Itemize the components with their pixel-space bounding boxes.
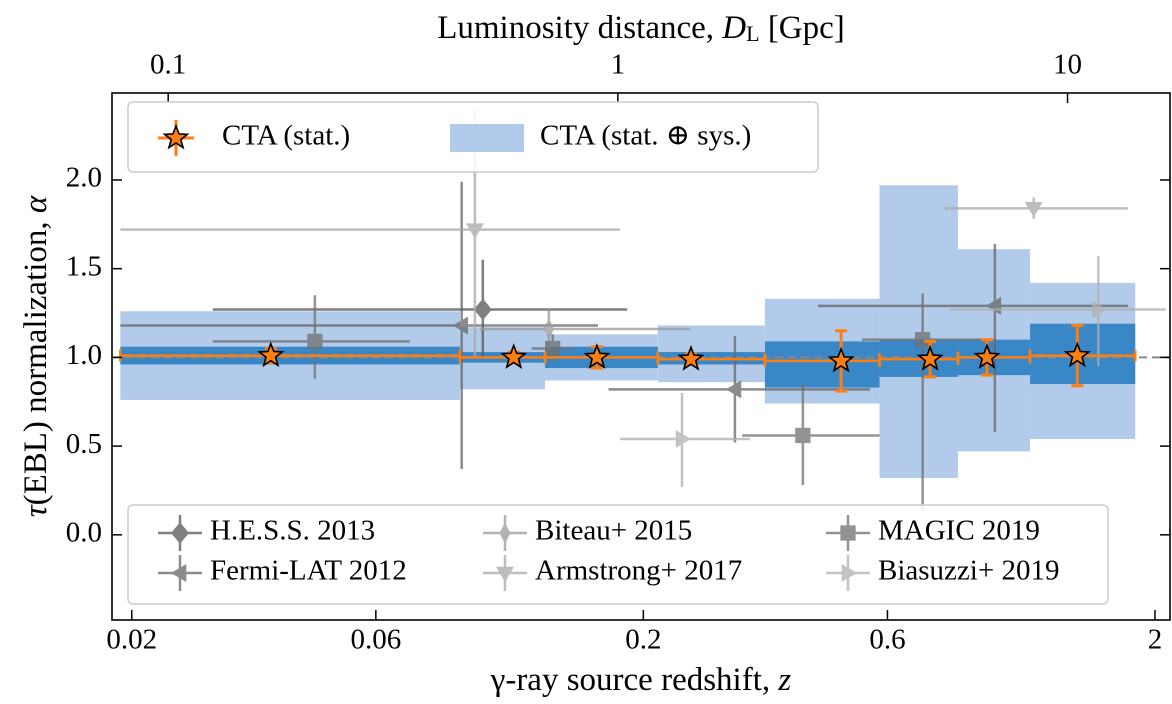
legend-label: Armstrong+ 2017: [535, 555, 742, 587]
star: [916, 344, 944, 371]
x-tick-label: 0.6: [869, 624, 905, 656]
frame: [111, 92, 1171, 621]
legend-marker: [841, 564, 857, 582]
marker: [1024, 202, 1043, 218]
xlabel-part: γ-ray source redshift,: [490, 662, 779, 698]
x2label-part: D: [721, 10, 746, 46]
star: [1063, 341, 1091, 368]
x2label: Luminosity distance, DL [Gpc]: [437, 10, 845, 46]
star: [500, 343, 528, 369]
marker: [795, 427, 811, 444]
marker: [465, 223, 484, 239]
x-tick-label: 0.2: [625, 624, 661, 656]
marker: [473, 298, 492, 321]
xlabel: γ-ray source redshift, z: [490, 662, 792, 698]
ylabel: τ(EBL) normalization, α: [18, 195, 54, 517]
legend-label: Biteau+ 2015: [535, 515, 692, 547]
legend-entry: [826, 515, 870, 551]
legend-entry: [826, 555, 870, 591]
legend-label: H.E.S.S. 2013: [210, 515, 375, 547]
legend-label: CTA (stat.): [222, 120, 350, 152]
marker: [915, 331, 931, 348]
marker: [545, 340, 561, 357]
legend-marker: [171, 564, 187, 582]
x2-tick-label: 1: [611, 49, 626, 81]
star: [257, 341, 285, 368]
sys-band: [879, 185, 958, 479]
measurement: [949, 256, 1166, 367]
plot-area: [112, 108, 1170, 510]
measurement: [120, 181, 598, 470]
marker: [675, 430, 692, 449]
legend-box: [127, 504, 1109, 605]
measurement: [531, 334, 575, 363]
x2label-part: [Gpc]: [760, 10, 845, 46]
x-tick-label: 0.02: [106, 624, 157, 656]
ylabel-part: (EBL) normalization,: [18, 213, 54, 505]
legend-label: CTA (stat. ⊕ sys.): [540, 120, 751, 152]
measurement: [619, 392, 750, 487]
legend-label: Biasuzzi+ 2019: [878, 555, 1059, 587]
measurement: [608, 336, 871, 443]
x2-tick-label: 10: [1053, 49, 1082, 81]
legend-bottom: H.E.S.S. 2013 Fermi-LAT 2012 Biteau+ 2015 A…: [127, 504, 1109, 605]
star: [677, 344, 705, 371]
marker: [725, 380, 742, 399]
y-tick-label: 2.0: [66, 162, 102, 194]
legend-patch: [450, 124, 524, 152]
legend-marker: [499, 522, 511, 544]
x-tick-label: 0.06: [350, 624, 401, 656]
legend-star: [162, 123, 190, 150]
star: [973, 343, 1001, 369]
ylabel-part: α: [18, 195, 54, 213]
legend-entry: [483, 515, 527, 551]
legend-marker: [496, 566, 514, 582]
star: [827, 346, 855, 373]
legend-label: Fermi-LAT 2012: [210, 555, 407, 587]
y-tick-label: 0.0: [66, 516, 102, 548]
y-tick-label: 1.0: [66, 339, 102, 371]
x2-tick-label: 0.1: [150, 49, 186, 81]
measurement: [212, 259, 628, 358]
x-tick-label: 2: [1148, 624, 1163, 656]
legend-marker: [171, 522, 189, 544]
measurement: [212, 295, 410, 379]
legend-label: MAGIC 2019: [878, 515, 1040, 547]
marker: [452, 316, 468, 335]
measurement: [944, 197, 1128, 219]
y-tick-label: 0.5: [66, 428, 102, 460]
measurement: [861, 293, 986, 510]
star: [583, 343, 611, 369]
legend-entry: [158, 515, 202, 551]
x2label-part: L: [746, 21, 759, 46]
measurement: [742, 384, 880, 486]
marker: [1092, 300, 1108, 319]
legend-entry: [158, 555, 202, 591]
legend-top: CTA (stat.) CTA (stat. ⊕ sys.): [127, 101, 819, 173]
legend-marker: [840, 525, 856, 541]
legend-entry: [483, 555, 527, 591]
y-tick-label: 1.5: [66, 250, 102, 282]
xlabel-part: z: [777, 662, 791, 698]
marker: [307, 333, 323, 350]
x2label-part: Luminosity distance,: [437, 10, 722, 46]
stat-band: [764, 341, 880, 388]
ylabel-part: τ: [18, 504, 54, 517]
